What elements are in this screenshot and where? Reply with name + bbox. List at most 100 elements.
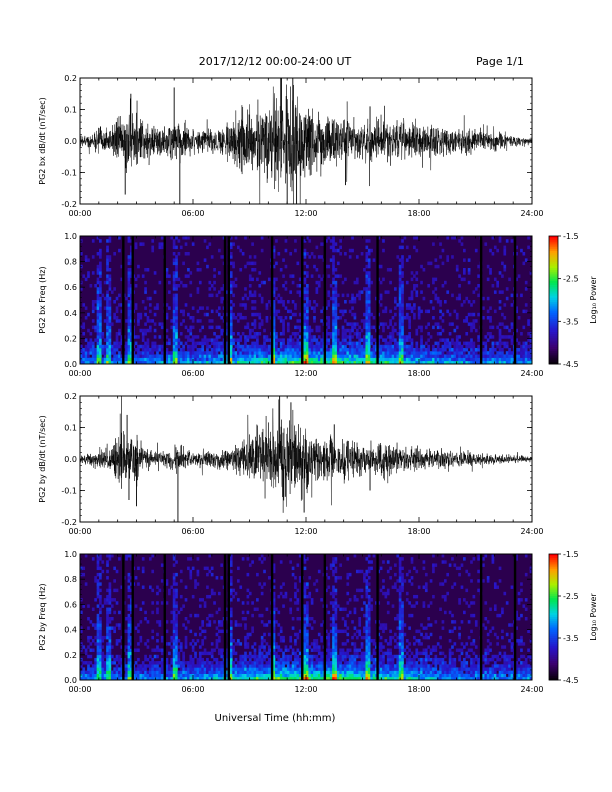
spectrogram-cell (208, 338, 212, 342)
spectrogram-cell (108, 629, 112, 634)
spectrogram-cell (398, 316, 402, 320)
spectrogram-cell (172, 338, 176, 342)
spectrogram-cell (320, 255, 323, 259)
spectrogram-cell (96, 287, 100, 291)
spectrogram-cell (137, 316, 140, 320)
spectrogram-cell (317, 632, 321, 637)
spectrogram-cell (127, 348, 131, 352)
spectrogram-cell (175, 676, 178, 681)
spectrogram-cell (463, 348, 466, 352)
spectrogram-cell (320, 657, 323, 662)
spectrogram-cell (106, 306, 109, 310)
spectrogram-cell (127, 351, 131, 355)
spectrogram-cell (317, 280, 321, 285)
spectrogram-cell (94, 328, 97, 333)
spectrogram-cell (427, 332, 431, 336)
spectrogram-cell (282, 639, 285, 643)
spectrogram-cell (489, 360, 492, 365)
spectrogram-cell (153, 290, 157, 294)
spectrogram-cell (125, 557, 128, 561)
spectrogram-cell (82, 348, 86, 352)
spectrogram-cell (329, 617, 333, 621)
spectrogram-cell (351, 667, 354, 671)
spectrogram-cell (96, 357, 100, 362)
spectrogram-cell (496, 248, 499, 253)
spectrogram-cell (127, 255, 131, 259)
spectrogram-cell (434, 287, 438, 291)
spectrogram-cell (332, 264, 335, 269)
spectrogram-cell (215, 664, 219, 668)
spectrogram-cell (339, 341, 342, 346)
spectrogram-cell (443, 360, 447, 365)
spectrogram-cell (229, 576, 233, 580)
spectrogram-cell (306, 657, 309, 662)
spectrogram-cell (103, 354, 107, 358)
spectrogram-cell (229, 657, 233, 662)
spectrogram-cell (315, 338, 319, 342)
spectrogram-cell (346, 354, 350, 358)
spectrogram-cell (439, 242, 442, 246)
spectrogram-cell (317, 341, 321, 346)
spectrogram-cell (82, 351, 86, 355)
spectrogram-cell (203, 351, 207, 355)
spectrogram-cell (443, 280, 447, 285)
spectrogram-cell (253, 344, 257, 349)
spectrogram-cell (360, 290, 364, 294)
spectrogram-cell (308, 255, 312, 259)
spectrogram-cell (237, 673, 240, 678)
spectrogram-cell (84, 357, 88, 362)
spectrogram-cell (203, 239, 207, 243)
spectrogram-cell (191, 351, 195, 355)
spectrogram-cell (379, 322, 383, 326)
panels-group: 00:00 06:00 12:00 18:00 24:00-0.2-0.10.00.10… (38, 74, 598, 694)
spectrogram-cell (99, 296, 102, 301)
spectrogram-cell (96, 645, 100, 649)
spectrogram-cell (334, 601, 338, 605)
spectrogram-cell (265, 354, 269, 358)
spectrogram-cell (263, 664, 266, 668)
spectrogram-cell (99, 348, 102, 352)
spectrogram-cell (217, 306, 221, 310)
spectrogram-cell (332, 667, 335, 671)
spectrogram-cell (172, 588, 176, 593)
spectrogram-cell (234, 236, 238, 240)
gap-column (163, 236, 166, 364)
spectrogram-cell (363, 351, 366, 355)
spectrogram-cell (94, 657, 97, 662)
spectrogram-cell (99, 676, 102, 681)
spectrogram-cell (529, 357, 533, 362)
x-tick-label: 06:00 (181, 209, 204, 218)
spectrogram-cell (106, 667, 109, 671)
spectrogram-cell (279, 629, 283, 634)
spectrogram-cell (389, 338, 392, 342)
spectrogram-cell (106, 303, 109, 307)
spectrogram-cell (522, 325, 526, 330)
spectrogram-cell (313, 357, 316, 362)
spectrogram-cell (327, 664, 331, 668)
spectrogram-cell (179, 354, 183, 358)
spectrogram-cell (434, 277, 438, 282)
spectrogram-cell (158, 357, 162, 362)
spectrogram-cell (296, 670, 300, 674)
spectrogram-cell (151, 670, 155, 674)
spectrogram-cell (101, 670, 105, 674)
spectrogram-cell (401, 239, 404, 243)
spectrogram-cell (153, 661, 157, 665)
spectrogram-cell (325, 335, 328, 339)
spectrogram-cell (284, 280, 288, 285)
spectrogram-cell (87, 635, 90, 640)
spectrogram-cell (279, 626, 283, 630)
spectrogram-cell (282, 651, 285, 656)
spectrogram-cell (146, 296, 150, 301)
spectrogram-cell (308, 661, 312, 665)
spectrogram-cell (467, 357, 471, 362)
spectrogram-cell (120, 354, 124, 358)
spectrogram-cell (139, 312, 143, 317)
spectrogram-cell (367, 328, 371, 333)
spectrogram-cell (365, 335, 369, 339)
spectrogram-cell (129, 300, 133, 304)
spectrogram-cell (386, 335, 390, 339)
spectrogram-cell (208, 620, 212, 624)
spectrogram-cell (291, 348, 295, 352)
spectrogram-cell (332, 670, 335, 674)
